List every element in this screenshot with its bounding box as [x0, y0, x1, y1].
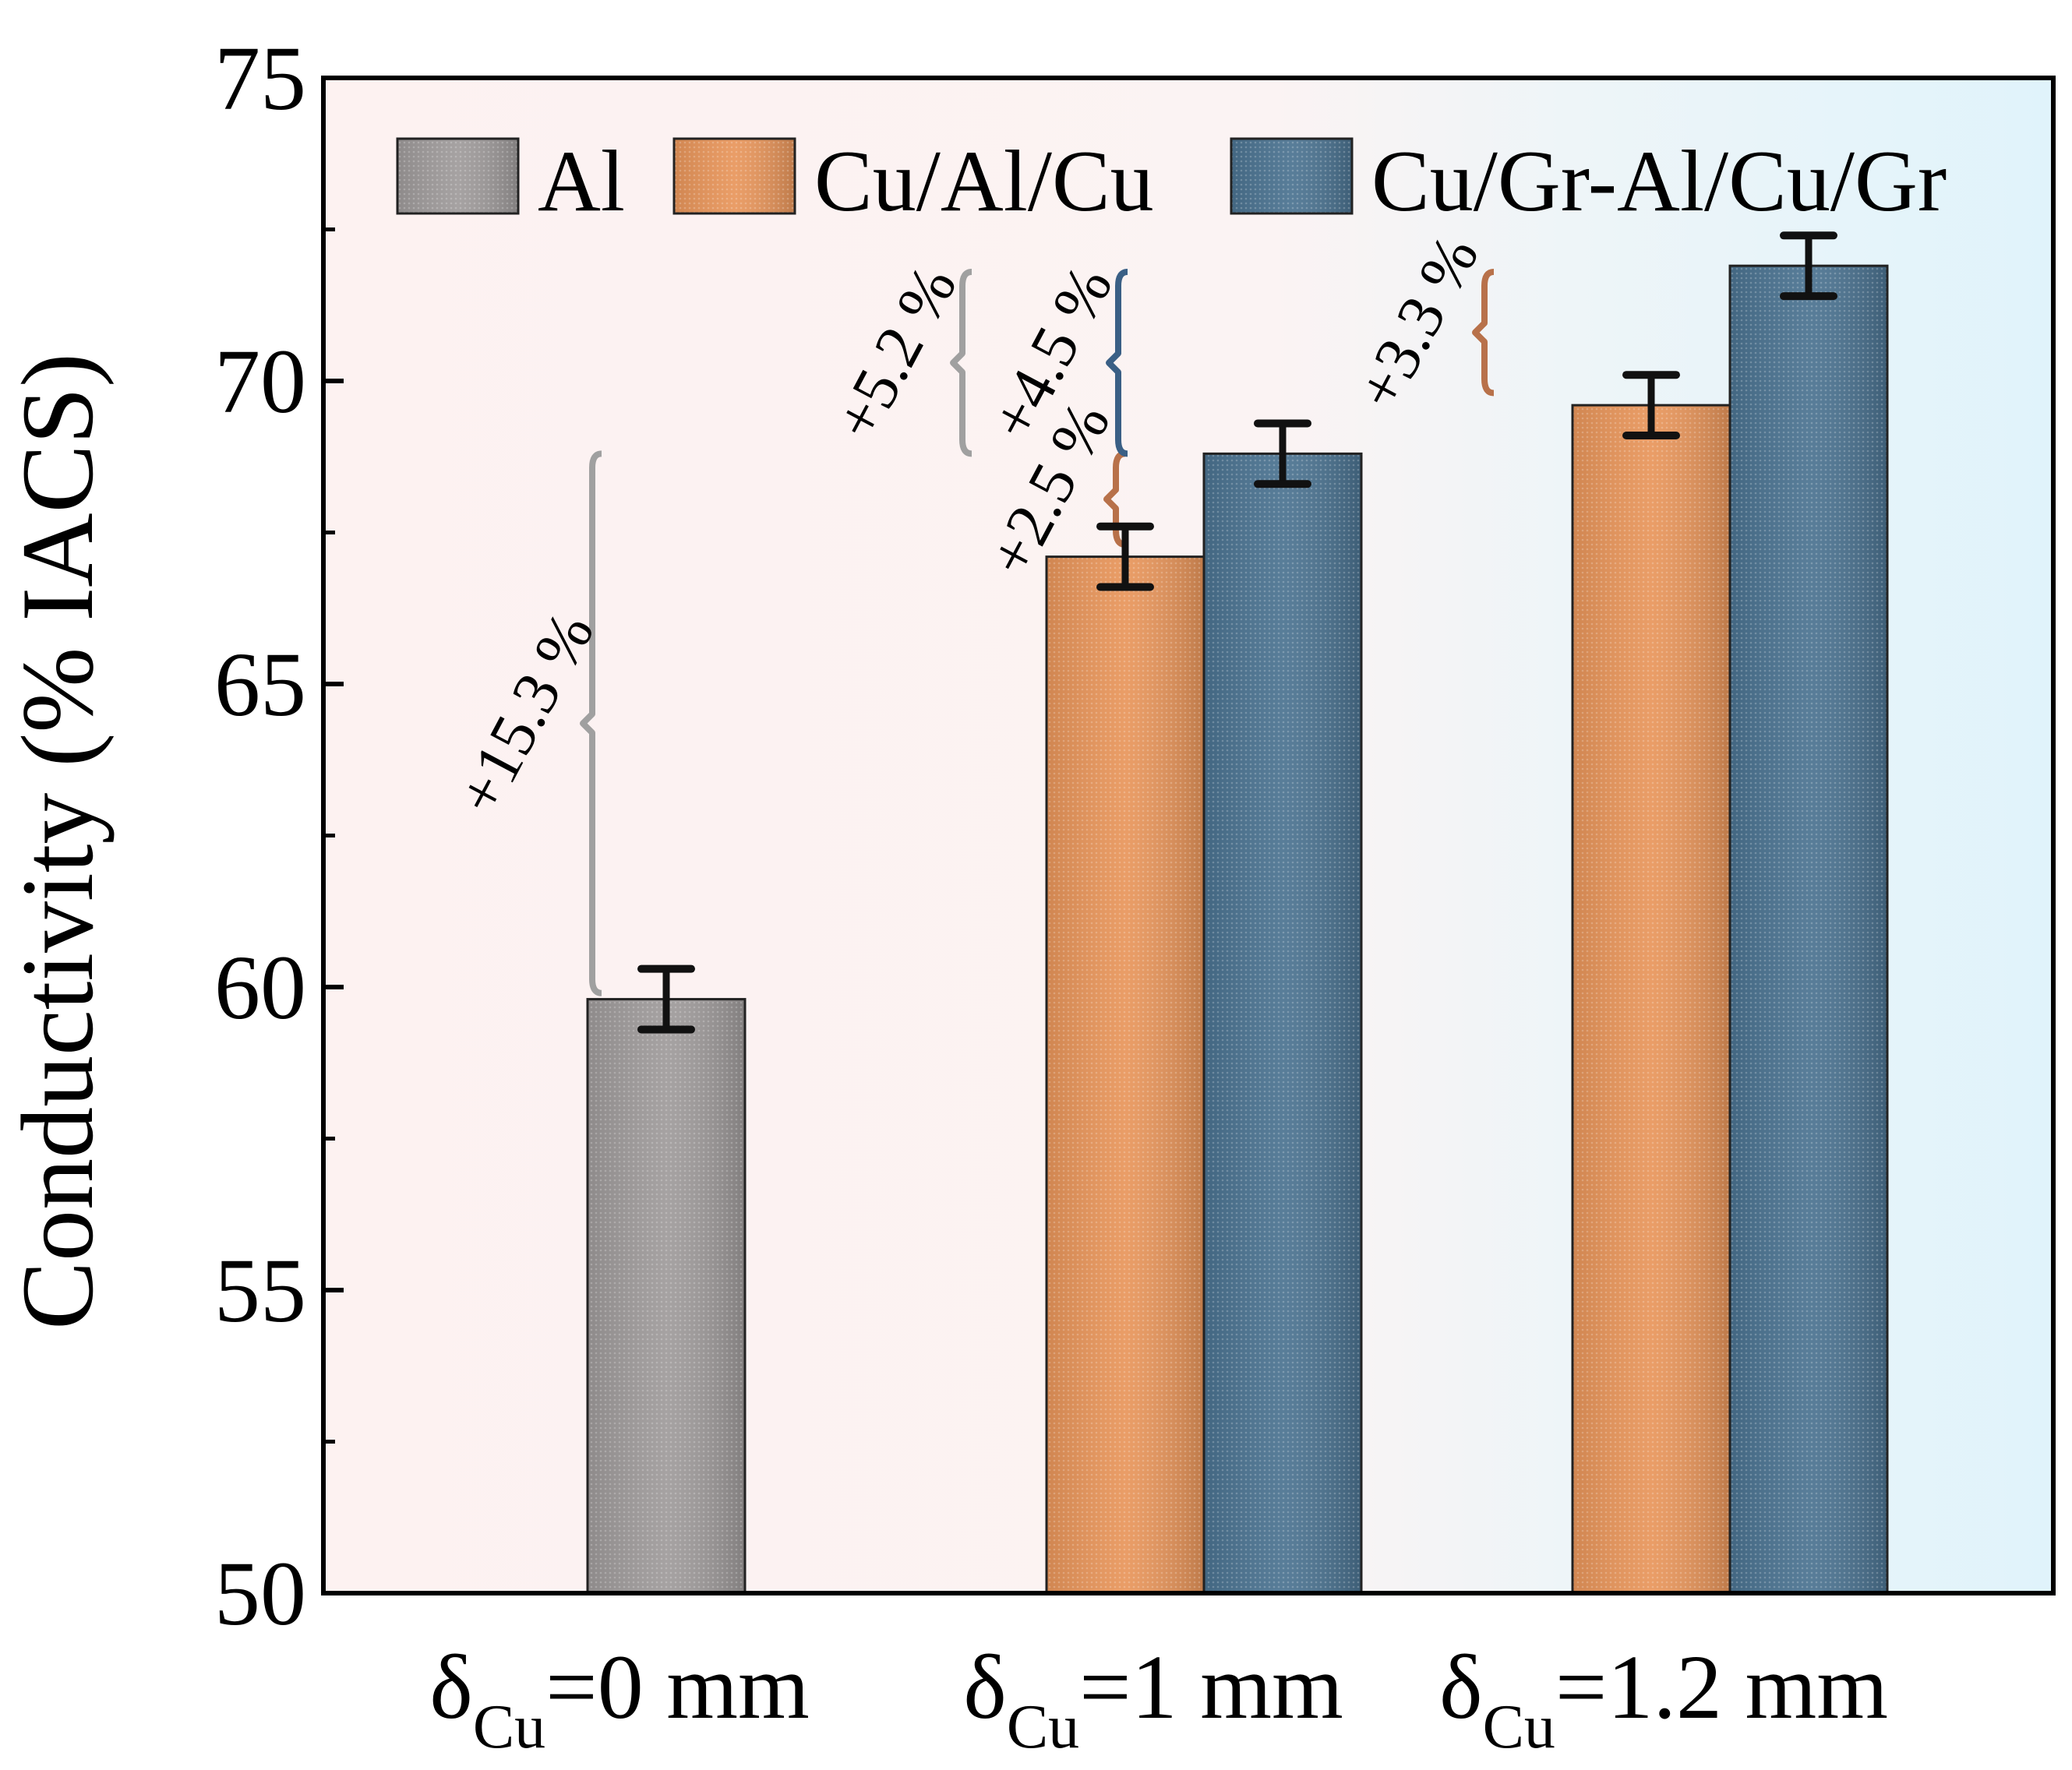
y-tick-label: 60	[214, 936, 306, 1038]
y-tick-label: 55	[214, 1239, 306, 1342]
y-axis: 50 55 60 65 70 75	[214, 27, 344, 1645]
y-tick-label: 75	[214, 27, 306, 129]
bar-texture	[1204, 453, 1361, 1593]
legend-swatch-outline	[1230, 137, 1354, 215]
legend-swatch-outline	[672, 137, 796, 215]
bars-layer	[586, 264, 1889, 1595]
legend-label: Cu/Al/Cu	[814, 133, 1154, 230]
x-category-label: δCu=1 mm	[963, 1636, 1343, 1761]
bar-texture	[1047, 556, 1204, 1593]
annotation-bracket	[1103, 450, 1126, 548]
x-label-symbol: δ	[1439, 1636, 1483, 1738]
x-category-label: δCu=0 mm	[429, 1636, 810, 1761]
y-tick-label: 65	[214, 633, 306, 735]
x-label-value: =1.2 mm	[1555, 1636, 1888, 1738]
x-label-value: =0 mm	[545, 1636, 810, 1738]
annotation-bracket	[580, 450, 602, 996]
annotation-bracket	[950, 268, 972, 457]
x-label-symbol: δ	[429, 1636, 473, 1738]
bar-texture	[1573, 405, 1730, 1593]
bar-texture	[588, 999, 745, 1593]
x-category-label: δCu=1.2 mm	[1439, 1636, 1888, 1761]
annotation-bracket	[1106, 268, 1128, 457]
y-axis-title: Conductivity (% IACS)	[0, 353, 115, 1330]
annotation-bracket	[1472, 268, 1495, 397]
x-label-subscript: Cu	[473, 1693, 545, 1761]
x-axis: δCu=0 mm δCu=1 mm δCu=1.2 mm	[429, 1636, 1888, 1761]
legend-label: Cu/Gr-Al/Cu/Gr	[1371, 133, 1947, 230]
x-label-value: =1 mm	[1079, 1636, 1343, 1738]
y-tick-label: 50	[214, 1543, 306, 1645]
x-label-subscript: Cu	[1483, 1693, 1555, 1761]
legend-swatch-outline	[396, 137, 520, 215]
legend: Al Cu/Al/Cu Cu/Gr-Al/Cu/Gr	[396, 133, 1947, 230]
legend-label: Al	[538, 133, 625, 230]
x-label-subscript: Cu	[1007, 1693, 1079, 1761]
x-label-symbol: δ	[963, 1636, 1007, 1738]
y-tick-label: 70	[214, 330, 306, 432]
bar-texture	[1730, 266, 1887, 1594]
error-bars-layer	[637, 231, 1837, 1034]
